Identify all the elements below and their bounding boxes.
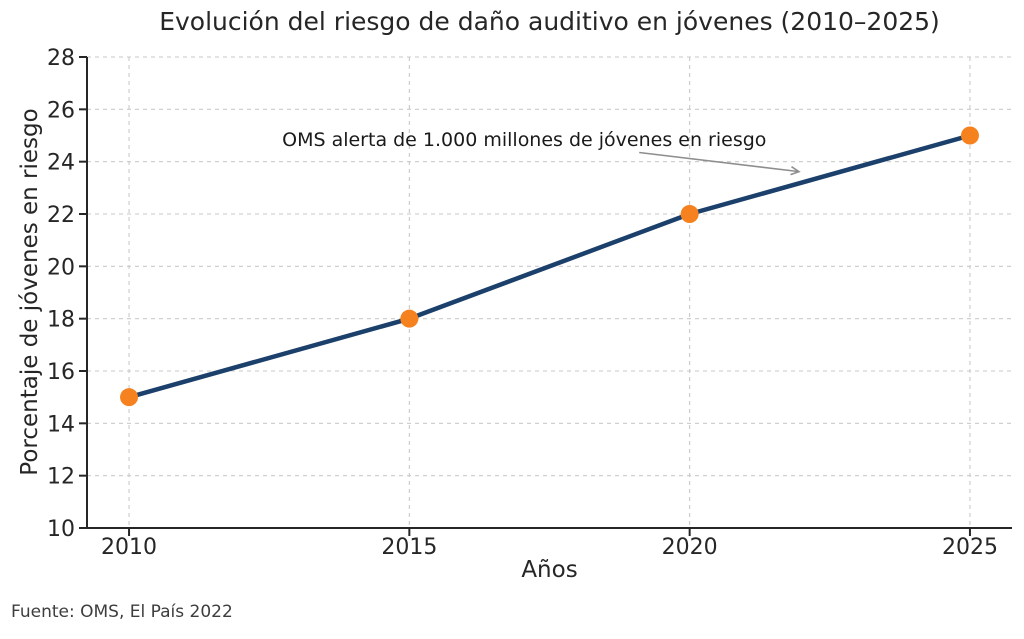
data-point-marker xyxy=(120,388,139,407)
y-tick-label: 26 xyxy=(47,98,75,123)
x-axis-label: Años xyxy=(521,557,578,583)
chart-title: Evolución del riesgo de daño auditivo en… xyxy=(159,7,940,36)
y-tick-label: 24 xyxy=(47,151,75,176)
y-tick-label: 12 xyxy=(47,465,75,490)
y-tick-label: 10 xyxy=(47,517,75,542)
x-tick-label: 2020 xyxy=(662,535,718,560)
data-series xyxy=(120,126,979,407)
y-tick-label: 28 xyxy=(47,46,75,71)
y-tick-label: 14 xyxy=(47,412,75,437)
gridlines xyxy=(87,56,1012,529)
data-point-marker xyxy=(400,309,419,328)
annotation-text: OMS alerta de 1.000 millones de jóvenes … xyxy=(282,128,767,151)
x-tick-label: 2010 xyxy=(101,535,157,560)
y-tick-label: 18 xyxy=(47,308,75,333)
y-tick-label: 16 xyxy=(47,360,75,385)
y-tick-label: 20 xyxy=(47,255,75,280)
annotation-arrow xyxy=(639,151,801,176)
annotation-arrow-layer xyxy=(639,151,801,176)
data-point-marker xyxy=(680,205,699,223)
y-tick-label: 22 xyxy=(47,203,75,228)
risk-line xyxy=(126,133,973,400)
axes: 10 12 14 16 18 20 22 24 26 28 2010 2015 2020 2025 xyxy=(47,46,1012,560)
x-tick-label: 2025 xyxy=(942,535,998,560)
data-point-marker xyxy=(960,126,979,145)
source-note: Fuente: OMS, El País 2022 xyxy=(11,602,233,622)
x-tick-label: 2015 xyxy=(381,535,437,560)
